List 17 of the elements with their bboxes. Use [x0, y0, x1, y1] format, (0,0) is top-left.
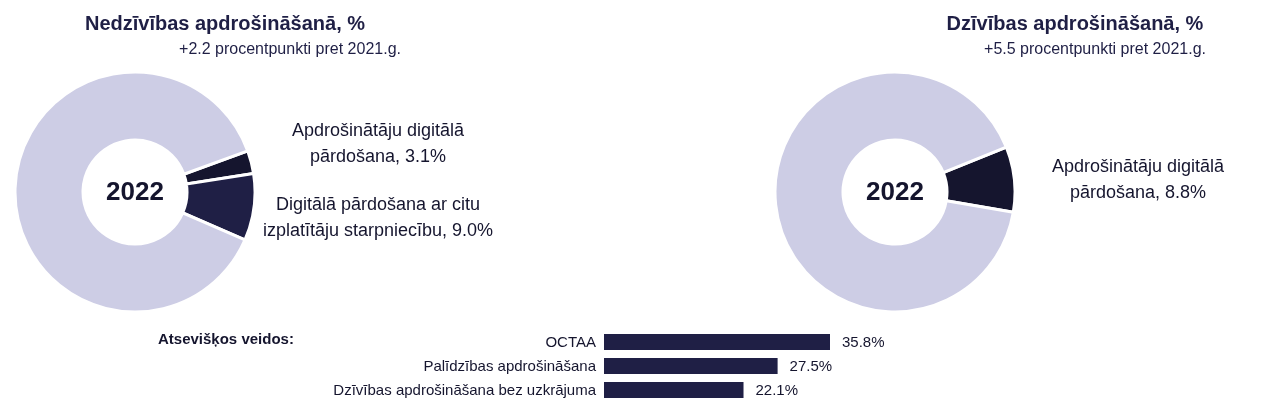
text: 2022 [865, 176, 925, 207]
text: 2022 [105, 176, 165, 207]
chart-title: Nedzīvības apdrošināšanā, % [83, 12, 367, 35]
data-label: 22.1% [755, 381, 799, 399]
chart-title: Dzīvības apdrošināšanā, % [945, 12, 1205, 35]
chart-subtitle: +2.2 procentpunkti pret 2021.g. [178, 40, 402, 58]
y-tick-label: Palīdzības apdrošināšana [423, 357, 597, 375]
data-label: , 9.0% [442, 220, 494, 240]
y-tick-label: Dzīvības apdrošināšana bez uzkrājuma [333, 381, 597, 399]
donut-slice [773, 70, 1015, 314]
chart-subtitle: +5.5 procentpunkti pret 2021.g. [983, 40, 1207, 58]
y-tick-label: OCTAA [545, 333, 596, 351]
text: Atsevišķos veidos: [158, 330, 294, 347]
data-label: , 8.8% [1155, 182, 1207, 202]
data-label: 27.5% [789, 357, 833, 375]
data-label: , 3.1% [395, 146, 447, 166]
data-label: 35.8% [842, 333, 885, 351]
